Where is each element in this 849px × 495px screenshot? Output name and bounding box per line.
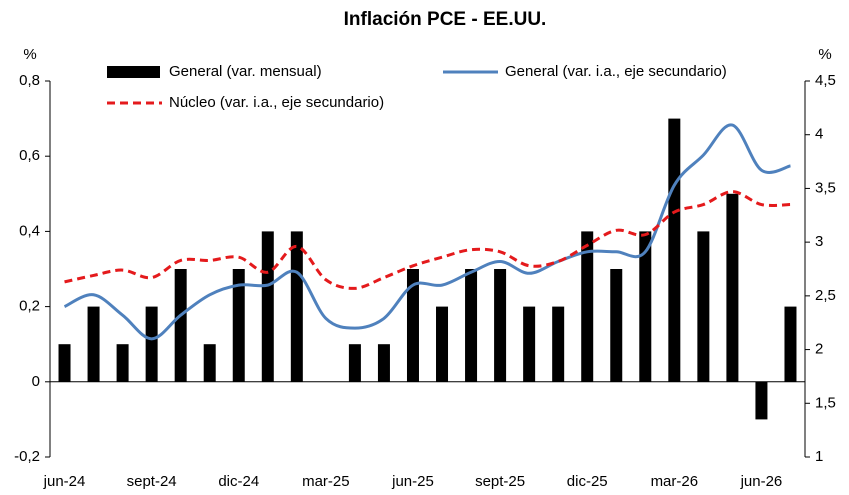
bar <box>639 231 652 382</box>
y2-tick-label: 1 <box>815 448 823 465</box>
bar <box>436 306 449 382</box>
line-series <box>63 123 791 341</box>
bar <box>523 306 536 382</box>
bar <box>697 231 710 382</box>
x-tick-label: dic-25 <box>567 473 608 490</box>
x-tick-label: sept-24 <box>127 473 177 490</box>
x-tick-label: sept-25 <box>475 473 525 490</box>
bar <box>348 344 361 382</box>
y-tick-label: 0,6 <box>19 147 40 164</box>
y2-tick-label: 2 <box>815 341 823 358</box>
y-tick-label: 0,4 <box>19 222 40 239</box>
x-tick-label: mar-25 <box>302 473 350 490</box>
bar <box>377 344 390 382</box>
x-tick-label: jun-24 <box>43 473 86 490</box>
legend-label: General (var. i.a., eje secundario) <box>505 63 727 80</box>
bar <box>755 381 768 420</box>
legend-swatch <box>107 66 160 78</box>
y2-tick-label: 1,5 <box>815 394 836 411</box>
bar <box>465 269 478 382</box>
legend-label: General (var. mensual) <box>169 63 322 80</box>
bar <box>116 344 129 382</box>
bar <box>261 231 274 382</box>
bar <box>290 231 303 382</box>
bar <box>494 269 507 382</box>
bar <box>174 269 187 382</box>
y-tick-label: -0,2 <box>14 448 40 465</box>
bar <box>145 306 158 382</box>
bar <box>784 306 797 382</box>
y2-tick-label: 4,5 <box>815 72 836 89</box>
y2-tick-label: 4 <box>815 126 823 143</box>
x-tick-label: mar-26 <box>651 473 699 490</box>
bar <box>610 269 623 382</box>
y-tick-label: 0,2 <box>19 298 40 315</box>
y-tick-label: 0 <box>32 373 40 390</box>
x-tick-label: jun-26 <box>740 473 783 490</box>
y-axis-label: % <box>23 46 36 63</box>
y2-tick-label: 3,5 <box>815 179 836 196</box>
bar <box>406 269 419 382</box>
x-tick-label: dic-24 <box>218 473 259 490</box>
y2-axis-label: % <box>818 46 831 63</box>
legend-label: Núcleo (var. i.a., eje secundario) <box>169 94 384 111</box>
line-series <box>64 190 791 290</box>
bar <box>58 344 71 382</box>
bar <box>232 269 245 382</box>
chart-title: Inflación PCE - EE.UU. <box>344 9 547 30</box>
bar <box>668 118 681 382</box>
bar <box>726 193 739 382</box>
y-tick-label: 0,8 <box>19 72 40 89</box>
y2-tick-label: 2,5 <box>815 287 836 304</box>
x-tick-label: jun-25 <box>391 473 434 490</box>
bar <box>87 306 100 382</box>
bar <box>581 231 594 382</box>
bar <box>203 344 216 382</box>
y2-tick-label: 3 <box>815 233 823 250</box>
bar <box>552 306 565 382</box>
